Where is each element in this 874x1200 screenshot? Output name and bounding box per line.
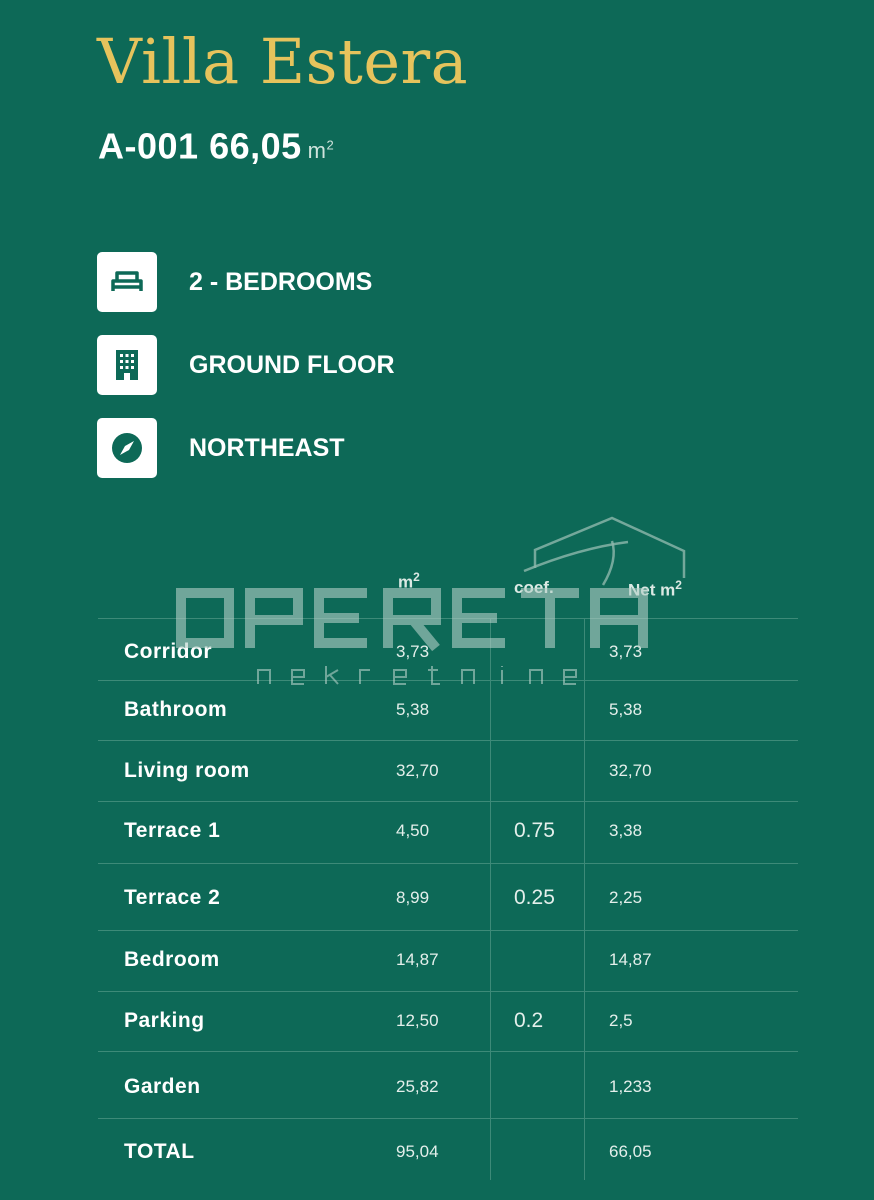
feature-floor: GROUND FLOOR [97, 335, 395, 395]
room-area: 14,87 [396, 950, 439, 969]
room-coef: 0.2 [514, 1009, 544, 1032]
row-divider [98, 930, 798, 931]
room-name: Garden [124, 1075, 201, 1098]
room-net-area: 5,38 [609, 700, 643, 719]
room-name: Corridor [124, 640, 212, 663]
watermark-letter [461, 669, 475, 684]
unit-code: A-001 [98, 125, 199, 167]
table-row: Bedroom 14,87 14,87 [0, 945, 874, 975]
room-net-area: 3,38 [609, 821, 643, 840]
room-coef: 0.25 [514, 886, 555, 909]
watermark-letter [393, 669, 407, 685]
bed-icon [97, 252, 157, 312]
room-net-area: 2,25 [609, 888, 643, 907]
header-net: Net m2 [628, 578, 682, 600]
watermark-letter [291, 669, 305, 685]
table-row: Corridor 3,73 3,73 [0, 637, 874, 667]
row-divider [98, 740, 798, 741]
header-area: m2 [398, 570, 420, 592]
room-net-area: 14,87 [609, 950, 652, 969]
watermark-letter [359, 669, 370, 684]
watermark-letter [563, 669, 577, 685]
row-divider [98, 680, 798, 681]
room-area: 32,70 [396, 761, 439, 780]
page-title: Villa Estera [97, 25, 469, 98]
room-area: 5,38 [396, 700, 430, 719]
unit-summary: A-001 66,05 m2 [98, 124, 334, 173]
table-row: Bathroom 5,38 5,38 [0, 695, 874, 725]
room-net-area: 66,05 [609, 1142, 652, 1161]
room-net-area: 2,5 [609, 1011, 633, 1030]
room-net-area: 3,73 [609, 642, 643, 661]
room-net-area: 1,233 [609, 1077, 652, 1096]
room-name: TOTAL [124, 1140, 195, 1163]
feature-label: NORTHEAST [189, 433, 345, 462]
room-area: 12,50 [396, 1011, 439, 1030]
room-name: Bedroom [124, 948, 220, 971]
feature-bedrooms: 2 - BEDROOMS [97, 252, 372, 312]
table-row: Garden 25,82 1,233 [0, 1072, 874, 1102]
room-coef: 0.75 [514, 819, 555, 842]
watermark-letter [325, 666, 339, 685]
watermark-letter [529, 669, 543, 684]
room-area: 3,73 [396, 642, 430, 661]
area-unit: m2 [307, 138, 335, 164]
table-row: Parking 12,50 0.2 2,5 [0, 1006, 874, 1036]
column-divider [584, 618, 585, 1180]
room-area: 8,99 [396, 888, 430, 907]
column-divider [490, 618, 491, 1180]
row-divider [98, 801, 798, 802]
watermark-letter [257, 669, 271, 684]
building-icon [97, 335, 157, 395]
row-divider [98, 618, 798, 619]
table-row: Terrace 1 4,50 0.75 3,38 [0, 816, 874, 846]
feature-orientation: NORTHEAST [97, 418, 345, 478]
table-row: Living room 32,70 32,70 [0, 756, 874, 786]
feature-label: GROUND FLOOR [189, 350, 395, 379]
unit-area: 66,05 [209, 125, 302, 167]
room-name: Bathroom [124, 698, 228, 721]
room-area: 95,04 [396, 1142, 439, 1161]
row-divider [98, 991, 798, 992]
watermark-letter [428, 666, 440, 685]
header-coef: coef. [514, 578, 554, 597]
room-name: Living room [124, 759, 250, 782]
total-row: TOTAL 95,04 66,05 [0, 1137, 874, 1167]
room-net-area: 32,70 [609, 761, 652, 780]
room-area: 25,82 [396, 1077, 439, 1096]
room-name: Parking [124, 1009, 205, 1032]
row-divider [98, 1118, 798, 1119]
room-name: Terrace 1 [124, 819, 221, 842]
row-divider [98, 863, 798, 864]
room-area: 4,50 [396, 821, 430, 840]
feature-label: 2 - BEDROOMS [189, 267, 373, 296]
row-divider [98, 1051, 798, 1052]
compass-icon [97, 418, 157, 478]
table-row: Terrace 2 8,99 0.25 2,25 [0, 883, 874, 913]
room-name: Terrace 2 [124, 886, 221, 909]
